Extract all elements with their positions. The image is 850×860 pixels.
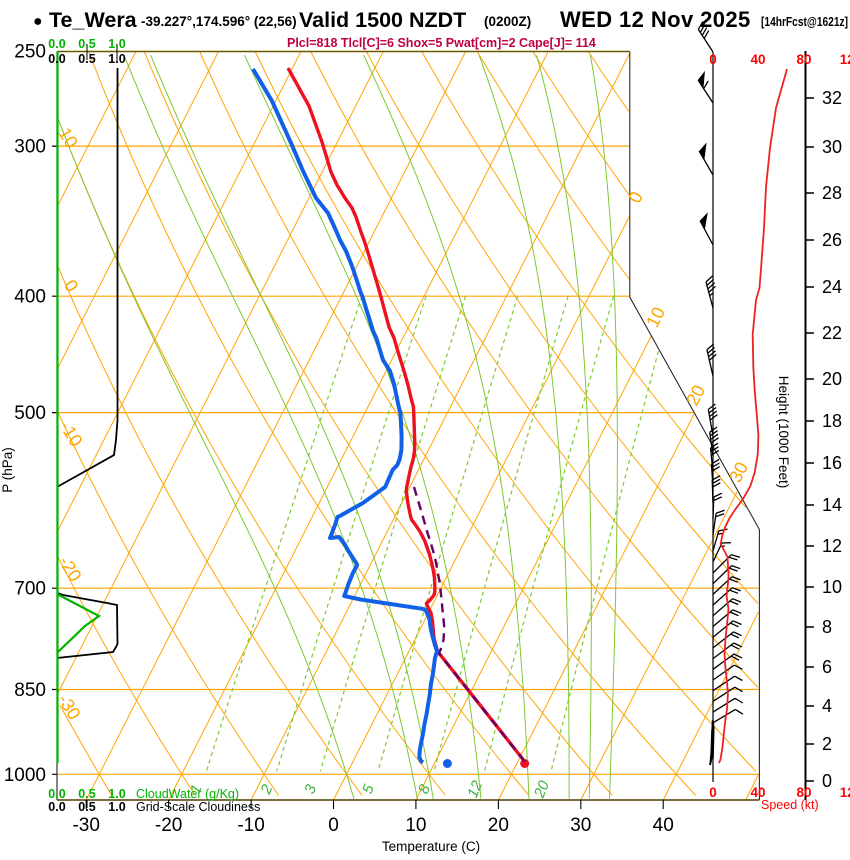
svg-text:Valid 1500 NZDT: Valid 1500 NZDT xyxy=(299,8,466,32)
svg-text:0.0: 0.0 xyxy=(48,800,65,814)
svg-text:20: 20 xyxy=(488,815,509,836)
svg-text:8: 8 xyxy=(822,617,832,637)
svg-text:0.0: 0.0 xyxy=(48,37,65,51)
svg-text:40: 40 xyxy=(653,815,674,836)
svg-text:Speed (kt): Speed (kt) xyxy=(761,798,819,812)
svg-text:120: 120 xyxy=(840,785,850,800)
svg-text:26: 26 xyxy=(822,230,842,250)
svg-text:850: 850 xyxy=(14,680,46,701)
svg-text:(0200Z): (0200Z) xyxy=(484,14,531,29)
svg-text:0.5: 0.5 xyxy=(78,52,95,66)
svg-text:0: 0 xyxy=(709,785,717,800)
svg-text:1.0: 1.0 xyxy=(108,52,125,66)
svg-text:20: 20 xyxy=(531,778,554,801)
svg-text:Temperature (C): Temperature (C) xyxy=(382,839,480,854)
svg-text:0: 0 xyxy=(709,52,717,67)
svg-text:-30: -30 xyxy=(72,815,99,836)
svg-text:14: 14 xyxy=(822,495,842,515)
svg-text:0.5: 0.5 xyxy=(78,787,95,801)
svg-text:-20: -20 xyxy=(155,815,182,836)
svg-text:0.0: 0.0 xyxy=(48,52,65,66)
svg-text:30: 30 xyxy=(570,815,591,836)
svg-text:0: 0 xyxy=(822,771,832,791)
svg-text:P (hPa): P (hPa) xyxy=(0,447,15,493)
svg-text:Height (1000 Feet): Height (1000 Feet) xyxy=(776,376,791,489)
svg-text:1.0: 1.0 xyxy=(108,800,125,814)
svg-text:16: 16 xyxy=(822,453,842,473)
svg-text:22: 22 xyxy=(822,323,842,343)
svg-text:400: 400 xyxy=(14,287,46,308)
svg-text:500: 500 xyxy=(14,403,46,424)
svg-text:WED 12 Nov 2025: WED 12 Nov 2025 xyxy=(560,7,751,32)
svg-text:-39.227°,174.596° (22,56): -39.227°,174.596° (22,56) xyxy=(141,14,297,29)
svg-text:120: 120 xyxy=(840,52,850,67)
svg-text:18: 18 xyxy=(822,411,842,431)
svg-text:20: 20 xyxy=(822,369,842,389)
svg-text:28: 28 xyxy=(822,183,842,203)
svg-text:24: 24 xyxy=(822,277,842,297)
svg-text:-10: -10 xyxy=(237,815,264,836)
svg-text:6: 6 xyxy=(822,657,832,677)
svg-text:0.0: 0.0 xyxy=(48,787,65,801)
svg-text:1.0: 1.0 xyxy=(108,787,125,801)
svg-text:700: 700 xyxy=(14,579,46,600)
svg-text:10: 10 xyxy=(405,815,426,836)
svg-text:4: 4 xyxy=(822,696,832,716)
svg-text:10: 10 xyxy=(822,577,842,597)
svg-text:0.5: 0.5 xyxy=(78,800,95,814)
svg-text:40: 40 xyxy=(750,785,765,800)
svg-text:1000: 1000 xyxy=(4,765,46,786)
svg-text:80: 80 xyxy=(796,52,811,67)
svg-text:[14hrFcst@1621z]: [14hrFcst@1621z] xyxy=(761,15,848,29)
svg-text:80: 80 xyxy=(796,785,811,800)
svg-text:12: 12 xyxy=(464,778,486,800)
svg-text:12: 12 xyxy=(822,536,842,556)
svg-text:32: 32 xyxy=(822,88,842,108)
svg-text:Plcl=818 Tlcl[C]=6 Shox=5 Pwat: Plcl=818 Tlcl[C]=6 Shox=5 Pwat[cm]=2 Cap… xyxy=(287,36,596,50)
svg-text:40: 40 xyxy=(750,52,765,67)
svg-text:0.5: 0.5 xyxy=(78,37,95,51)
svg-text:CloudWater (g/Kg): CloudWater (g/Kg) xyxy=(136,787,239,801)
svg-text:2: 2 xyxy=(822,734,832,754)
svg-text:0: 0 xyxy=(328,815,339,836)
svg-text:Grid-Scale Cloudiness: Grid-Scale Cloudiness xyxy=(136,800,260,814)
svg-text:250: 250 xyxy=(14,42,46,63)
svg-text:1.0: 1.0 xyxy=(108,37,125,51)
svg-text:30: 30 xyxy=(822,137,842,157)
svg-text:300: 300 xyxy=(14,137,46,158)
svg-text:Te_Wera: Te_Wera xyxy=(49,8,138,32)
